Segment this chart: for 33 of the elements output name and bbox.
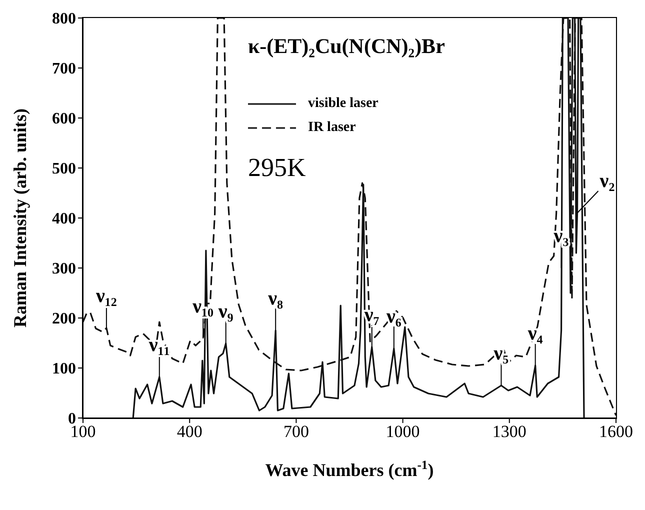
y-tick-label: 800 xyxy=(52,10,76,28)
annotation: ν₄ xyxy=(526,322,543,344)
y-tick-label: 500 xyxy=(52,160,76,178)
callout: ν₉ xyxy=(218,300,234,344)
annotation: 295K xyxy=(248,153,306,183)
callout: ν₈ xyxy=(268,288,284,331)
y-tick-label: 100 xyxy=(52,360,76,378)
y-tick-label: 700 xyxy=(52,60,76,78)
callout: ν₄ xyxy=(528,322,543,366)
y-tick-label: 600 xyxy=(52,110,76,128)
x-tick-label: 1000 xyxy=(386,422,420,442)
annotation: ν₁₂ xyxy=(94,285,117,307)
x-tick-label: 700 xyxy=(283,422,309,442)
annotation: ν₆ xyxy=(385,306,402,328)
callout: ν₂ xyxy=(576,170,615,214)
y-tick-label: 400 xyxy=(52,210,76,228)
x-tick-label: 400 xyxy=(176,422,202,442)
annotation: ν₂ xyxy=(598,170,615,192)
callout: ν₆ xyxy=(386,306,402,349)
y-axis-title: Raman Intensity (arb. units) xyxy=(10,108,30,328)
annotation: ν₁₁ xyxy=(148,334,170,356)
annotation: ν₈ xyxy=(267,288,284,310)
x-tick-label: 1600 xyxy=(599,422,633,442)
x-tick-label: 1300 xyxy=(492,422,526,442)
text: κ-(ET)₂Cu(N(CN)₂)Br xyxy=(248,34,445,59)
callout: ν₁₂ xyxy=(96,285,117,328)
legend-label: IR laser xyxy=(308,120,356,136)
callout: ν₁₁ xyxy=(148,334,170,378)
y-tick-label: 300 xyxy=(52,260,76,278)
x-axis-title: Wave Numbers (cm$^{-1}$) xyxy=(265,458,434,480)
y-tick-label: 200 xyxy=(52,310,76,328)
legend-label: visible laser xyxy=(308,96,378,112)
annotation: ν₉ xyxy=(217,300,234,322)
